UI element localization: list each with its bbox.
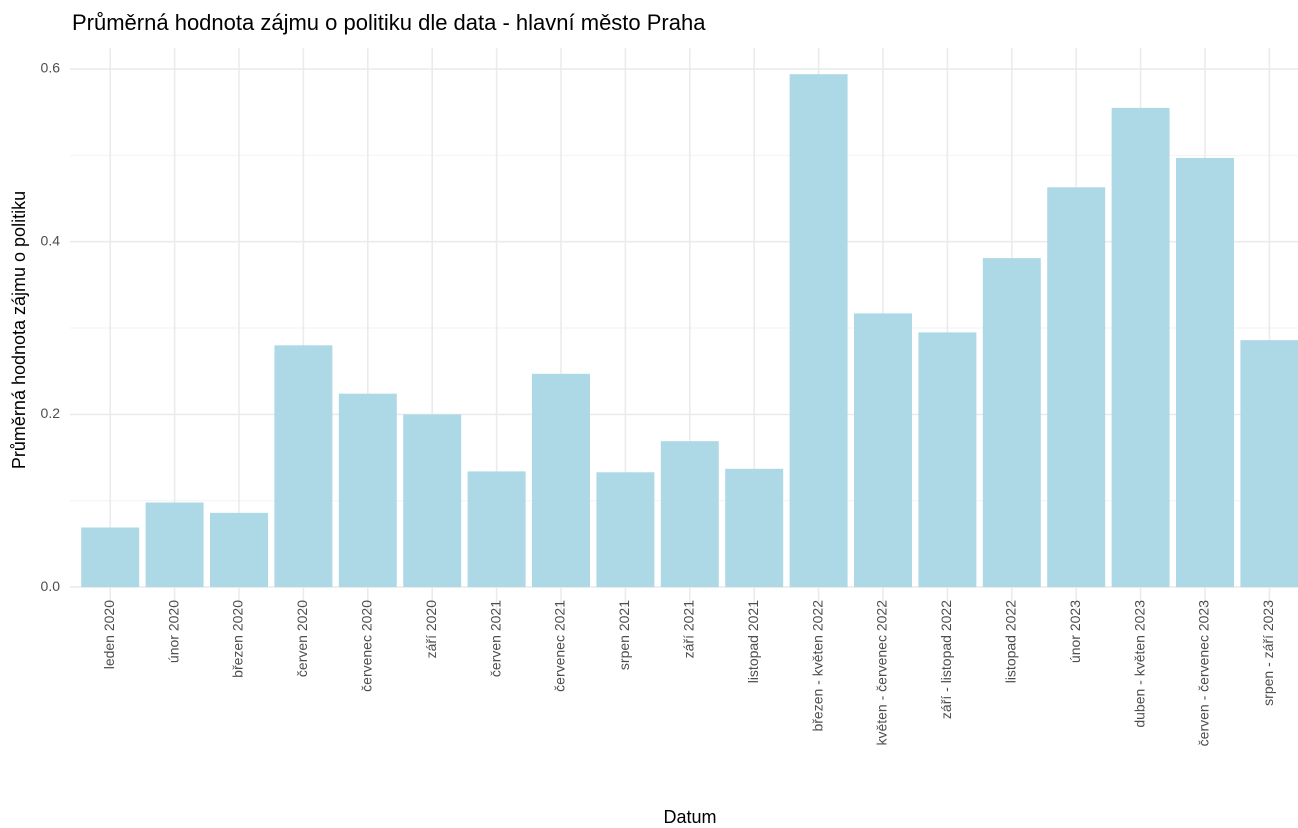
y-tick-label: 0.2 bbox=[41, 405, 61, 421]
x-tick-label: srpen 2021 bbox=[616, 600, 632, 670]
x-axis-title: Datum bbox=[663, 807, 716, 827]
chart-title: Průměrná hodnota zájmu o politiku dle da… bbox=[72, 10, 706, 35]
bar bbox=[467, 471, 526, 588]
bar bbox=[81, 527, 140, 588]
y-axis-title: Průměrná hodnota zájmu o politiku bbox=[9, 191, 29, 469]
x-tick-label: květen - červenec 2022 bbox=[874, 600, 890, 746]
x-tick-label: červenec 2021 bbox=[552, 600, 568, 692]
bar bbox=[854, 313, 912, 588]
bar bbox=[145, 502, 204, 588]
x-tick-label: leden 2020 bbox=[101, 600, 117, 670]
x-tick-label: únor 2023 bbox=[1067, 600, 1083, 663]
y-tick-label: 0.0 bbox=[41, 578, 61, 594]
x-tick-label: březen - květen 2022 bbox=[809, 600, 825, 732]
x-tick-label: červenec 2020 bbox=[359, 600, 375, 692]
bar bbox=[596, 472, 655, 588]
x-tick-label: únor 2020 bbox=[165, 600, 181, 663]
bar bbox=[1240, 340, 1298, 588]
bar bbox=[789, 74, 848, 588]
bar bbox=[725, 468, 784, 588]
bar bbox=[210, 512, 268, 588]
bar bbox=[918, 332, 977, 588]
x-tick-label: červen - červenec 2023 bbox=[1196, 600, 1212, 747]
x-tick-label: březen 2020 bbox=[230, 600, 246, 678]
bar bbox=[660, 441, 719, 588]
bar bbox=[274, 345, 333, 588]
bar bbox=[1111, 107, 1170, 588]
y-tick-label: 0.4 bbox=[41, 232, 61, 248]
bar bbox=[532, 373, 590, 588]
bar bbox=[338, 393, 397, 588]
bar bbox=[1176, 157, 1234, 588]
bar bbox=[403, 414, 462, 588]
x-tick-label: červen 2021 bbox=[487, 600, 503, 677]
bar bbox=[1047, 187, 1106, 588]
x-tick-label: září 2021 bbox=[681, 600, 697, 659]
x-tick-label: srpen - září 2023 bbox=[1260, 600, 1276, 706]
bar bbox=[982, 258, 1041, 588]
x-tick-label: září - listopad 2022 bbox=[938, 600, 954, 719]
x-tick-label: duben - květen 2023 bbox=[1131, 600, 1147, 728]
x-tick-label: listopad 2021 bbox=[745, 600, 761, 684]
x-tick-label: listopad 2022 bbox=[1003, 600, 1019, 684]
y-tick-label: 0.6 bbox=[41, 60, 61, 76]
x-tick-label: září 2020 bbox=[423, 600, 439, 659]
x-tick-label: červen 2020 bbox=[294, 600, 310, 677]
